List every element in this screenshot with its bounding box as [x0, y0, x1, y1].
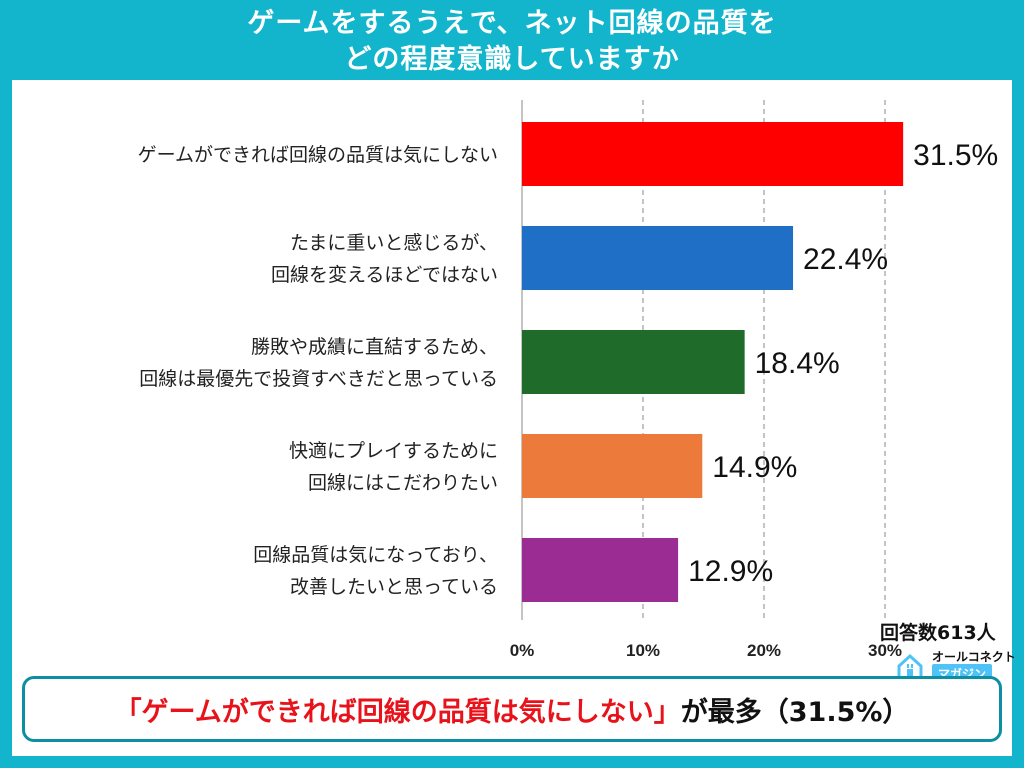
- value-label-0: 31.5%: [913, 139, 998, 172]
- category-label-4-0: 回線品質は気になっており、: [253, 544, 498, 566]
- chart-title: ゲームをするうえで、ネット回線の品質を どの程度意識していますか: [0, 6, 1024, 78]
- category-label-3-1: 回線にはこだわりたい: [308, 472, 498, 494]
- summary-highlight: 「ゲームができれば回線の品質は気にしない」: [114, 696, 681, 728]
- bar-0: [522, 122, 904, 186]
- chart-title-line-1: ゲームをするうえで、ネット回線の品質を: [247, 8, 777, 39]
- value-label-3: 14.9%: [712, 451, 797, 484]
- bar-chart: 0% 10% 20% 30% 31.5% ゲームができれば回線の品質は気にしない 22.4%…: [138, 100, 998, 660]
- bar-3: [522, 434, 703, 498]
- x-tick-label-3: 30%: [868, 641, 902, 660]
- chart-panel: 0% 10% 20% 30% 31.5% ゲームができれば回線の品質は気にしない 22.4%…: [12, 80, 1016, 756]
- summary-result: が最多（31.5%）: [680, 696, 910, 728]
- category-label-4-1: 改善したいと思っている: [290, 576, 498, 598]
- category-label-2-0: 勝敗や成績に直結するため、: [251, 336, 498, 358]
- respondent-count: 回答数613人: [880, 622, 996, 644]
- category-label-3-0: 快適にプレイするために: [289, 440, 498, 462]
- brand-name: オールコネクト: [932, 650, 1016, 664]
- category-label-1-1: 回線を変えるほどではない: [271, 264, 498, 286]
- category-label-2-1: 回線は最優先で投資すべきだと思っている: [139, 368, 498, 390]
- chart-title-line-2: どの程度意識していますか: [344, 44, 680, 75]
- bar-2: [522, 330, 745, 394]
- x-tick-label-0: 0%: [510, 641, 535, 660]
- bar-4: [522, 538, 679, 602]
- x-tick-label-2: 20%: [747, 641, 781, 660]
- summary-banner: 「ゲームができれば回線の品質は気にしない」 が最多（31.5%）: [22, 676, 1002, 742]
- bar-1: [522, 226, 794, 290]
- value-label-4: 12.9%: [688, 555, 773, 588]
- x-tick-label-1: 10%: [626, 641, 660, 660]
- category-label-1-0: たまに重いと感じるが、: [290, 232, 498, 254]
- value-label-2: 18.4%: [755, 347, 840, 380]
- value-label-1: 22.4%: [803, 243, 888, 276]
- category-label-0-0: ゲームができれば回線の品質は気にしない: [138, 144, 498, 166]
